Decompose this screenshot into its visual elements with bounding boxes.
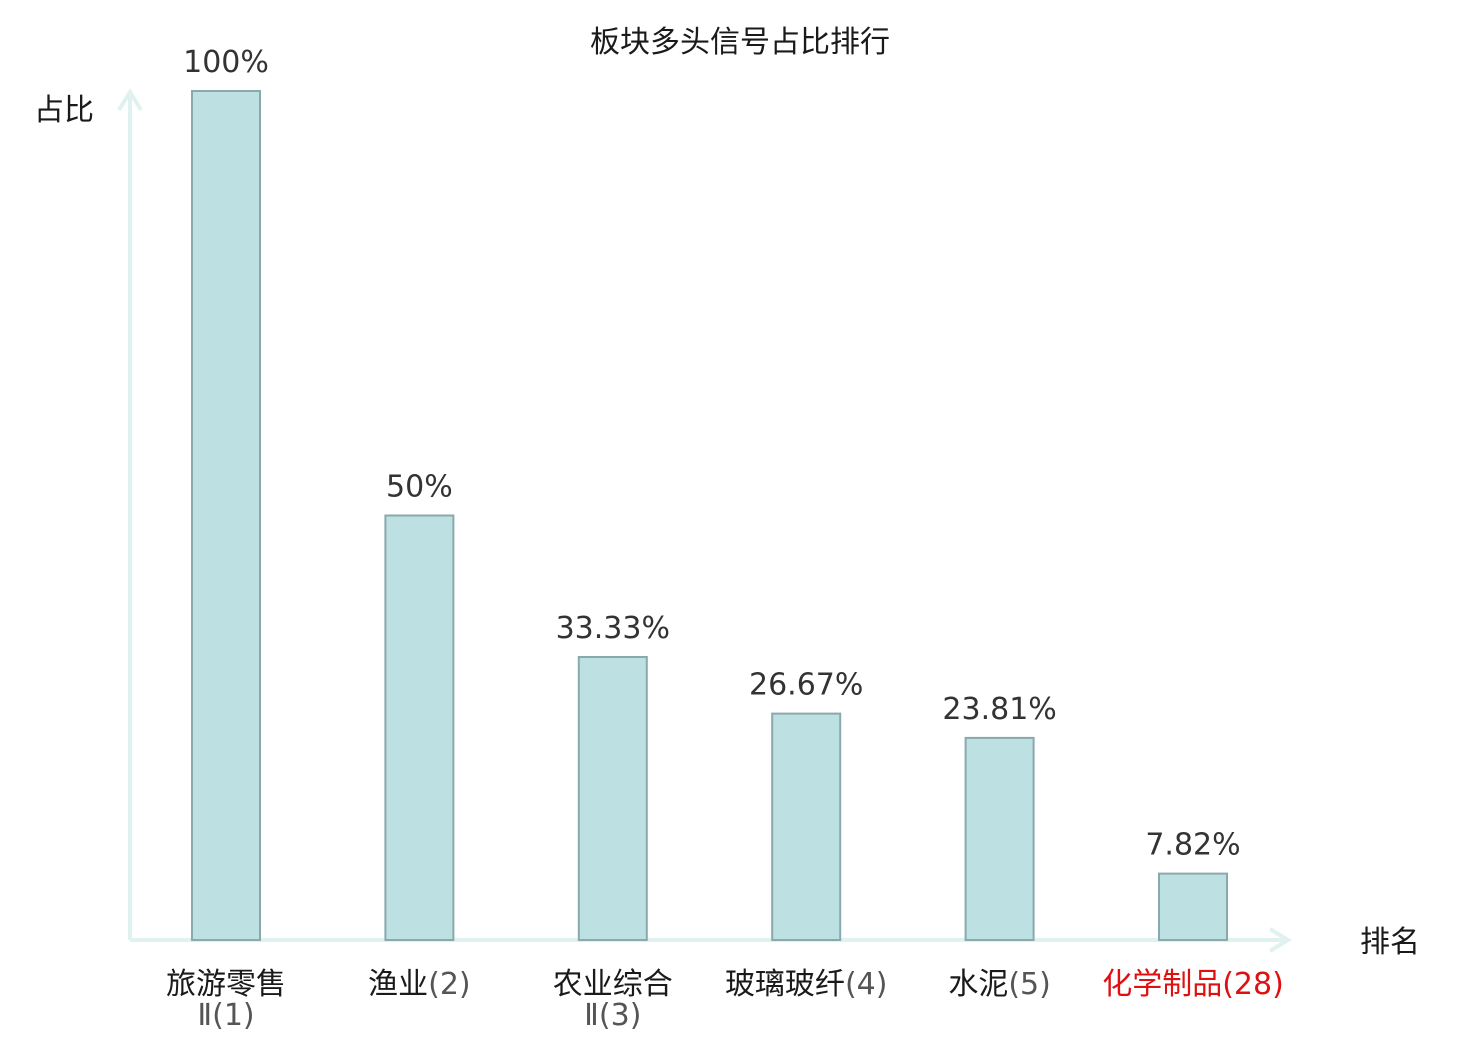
category-rank: (2)	[428, 967, 471, 1002]
category-label-2: 渔业(2)	[368, 967, 471, 1002]
bar-6	[1158, 872, 1228, 941]
bar-2	[384, 514, 455, 941]
category-label-4: 玻璃玻纤(4)	[725, 967, 888, 1002]
category-rank: (4)	[845, 967, 888, 1002]
category-rank: (5)	[1008, 967, 1051, 1002]
category-name: 水泥	[948, 967, 1008, 1002]
bar-1	[191, 90, 261, 941]
value-label-2: 50%	[386, 470, 453, 505]
category-label-3: 农业综合	[553, 967, 673, 1002]
value-labels-group: 100% 50% 33.33% 26.67% 23.81% 7.82%	[183, 45, 1241, 863]
y-axis-label: 占比	[34, 93, 94, 128]
value-label-4: 26.67%	[749, 668, 863, 703]
value-label-6: 7.82%	[1145, 828, 1240, 863]
category-name-suffix: Ⅱ	[197, 998, 212, 1033]
value-label-1: 100%	[183, 45, 269, 80]
x-axis: 排名	[130, 925, 1420, 960]
bars-group	[191, 90, 1228, 942]
category-label-3-line2: Ⅱ(3)	[584, 998, 641, 1033]
bar-3	[577, 656, 648, 941]
x-axis-label: 排名	[1360, 925, 1420, 960]
category-name: 渔业	[368, 967, 428, 1002]
category-rank: (28)	[1222, 967, 1284, 1002]
category-rank: (3)	[599, 998, 642, 1033]
bar-4	[771, 712, 842, 941]
category-name-suffix: Ⅱ	[584, 998, 599, 1033]
category-label-1-line2: Ⅱ(1)	[197, 998, 254, 1033]
y-axis-arrow-icon	[117, 88, 143, 112]
value-label-5: 23.81%	[942, 692, 1056, 727]
category-name: 玻璃玻纤	[725, 967, 845, 1002]
y-axis: 占比	[34, 88, 143, 940]
category-name: 农业综合	[553, 967, 673, 1002]
value-label-3: 33.33%	[556, 611, 670, 646]
category-name: 化学制品	[1102, 967, 1222, 1002]
chart-title: 板块多头信号占比排行	[590, 25, 890, 60]
category-label-1: 旅游零售	[166, 967, 286, 1002]
category-label-6: 化学制品(28)	[1102, 967, 1284, 1002]
category-name: 旅游零售	[166, 967, 286, 1002]
bar-5	[964, 736, 1035, 942]
category-rank: (1)	[212, 998, 255, 1033]
category-label-5: 水泥(5)	[948, 967, 1051, 1002]
x-axis-arrow-icon	[1268, 927, 1292, 953]
